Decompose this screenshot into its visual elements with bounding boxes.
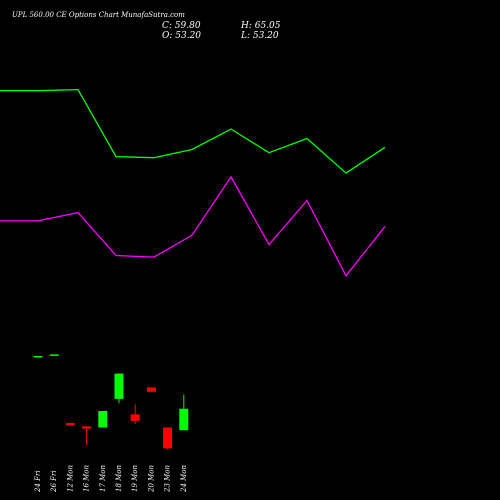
x-tick-label: 19 Mon: [131, 464, 139, 492]
candle: [114, 373, 124, 404]
upper-band-line: [0, 88, 386, 174]
x-tick-label: 26 Fri: [50, 470, 58, 493]
candle-body: [65, 423, 75, 426]
high-value: H: 65.05: [240, 21, 281, 31]
candle-body: [146, 387, 156, 392]
x-tick-label: 20 Mon: [147, 464, 155, 493]
x-tick-label: 23 Mon: [164, 464, 172, 493]
band-lines: [0, 88, 386, 277]
candle: [179, 394, 189, 431]
candle: [33, 356, 43, 358]
candle-body: [49, 354, 59, 356]
x-tick-label: 16 Mon: [83, 464, 91, 492]
x-tick-label: 17 Mon: [99, 464, 107, 492]
open-value: O: 53.20: [162, 31, 201, 41]
chart-title: UPL 560.00 CE Options Chart MunafaSutra.…: [12, 11, 185, 19]
candle-body: [179, 408, 189, 431]
lower-band-line: [0, 175, 386, 277]
candle-body: [82, 426, 92, 429]
candle: [163, 427, 173, 450]
low-value: L: 53.20: [240, 31, 279, 41]
candlesticks: [33, 354, 189, 450]
x-tick-label: 18 Mon: [115, 464, 123, 492]
candle-body: [98, 411, 108, 428]
close-value: C: 59.80: [162, 21, 201, 31]
candle-body: [114, 373, 124, 399]
candle-body: [130, 414, 140, 421]
candle: [82, 426, 92, 446]
candle: [130, 404, 140, 425]
candle: [98, 411, 108, 428]
x-tick-label: 24 Mon: [180, 464, 188, 493]
candle-body: [163, 427, 173, 449]
candle-body: [33, 356, 43, 358]
x-tick-label: 24 Fri: [34, 470, 42, 493]
x-tick-label: 12 Mon: [66, 464, 74, 492]
candle: [49, 354, 59, 356]
x-axis-tick-labels: 24 Fri 26 Fri 12 Mon 16 Mon 17 Mon 18 Mon 19 M…: [34, 464, 188, 493]
candle: [65, 423, 75, 426]
candle: [146, 387, 156, 392]
